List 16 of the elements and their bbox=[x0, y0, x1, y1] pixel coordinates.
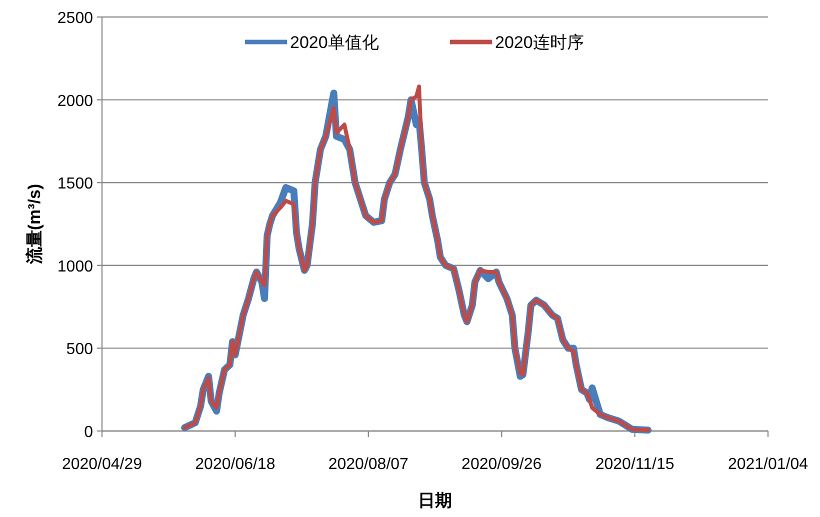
y-tick-label: 500 bbox=[66, 341, 94, 358]
y-tick-label: 1500 bbox=[57, 176, 94, 193]
y-axis-title: 流量(m³/s) bbox=[25, 184, 44, 266]
x-tick-label: 2021/01/04 bbox=[728, 456, 808, 473]
x-tick-label: 2020/11/15 bbox=[595, 456, 674, 473]
x-tick-label: 2020/09/26 bbox=[462, 456, 542, 473]
legend-label: 2020单值化 bbox=[290, 33, 379, 52]
y-tick-label: 0 bbox=[84, 424, 94, 441]
x-tick-label: 2020/04/29 bbox=[62, 456, 142, 473]
y-tick-label: 1000 bbox=[57, 258, 94, 276]
x-tick-label: 2020/08/07 bbox=[328, 456, 409, 473]
y-tick-label: 2000 bbox=[57, 92, 94, 110]
x-axis-title: 日期 bbox=[418, 491, 452, 510]
y-tick-label: 2500 bbox=[57, 10, 94, 27]
x-tick-label: 2020/06/18 bbox=[195, 456, 276, 473]
legend-label: 2020连时序 bbox=[495, 33, 584, 52]
